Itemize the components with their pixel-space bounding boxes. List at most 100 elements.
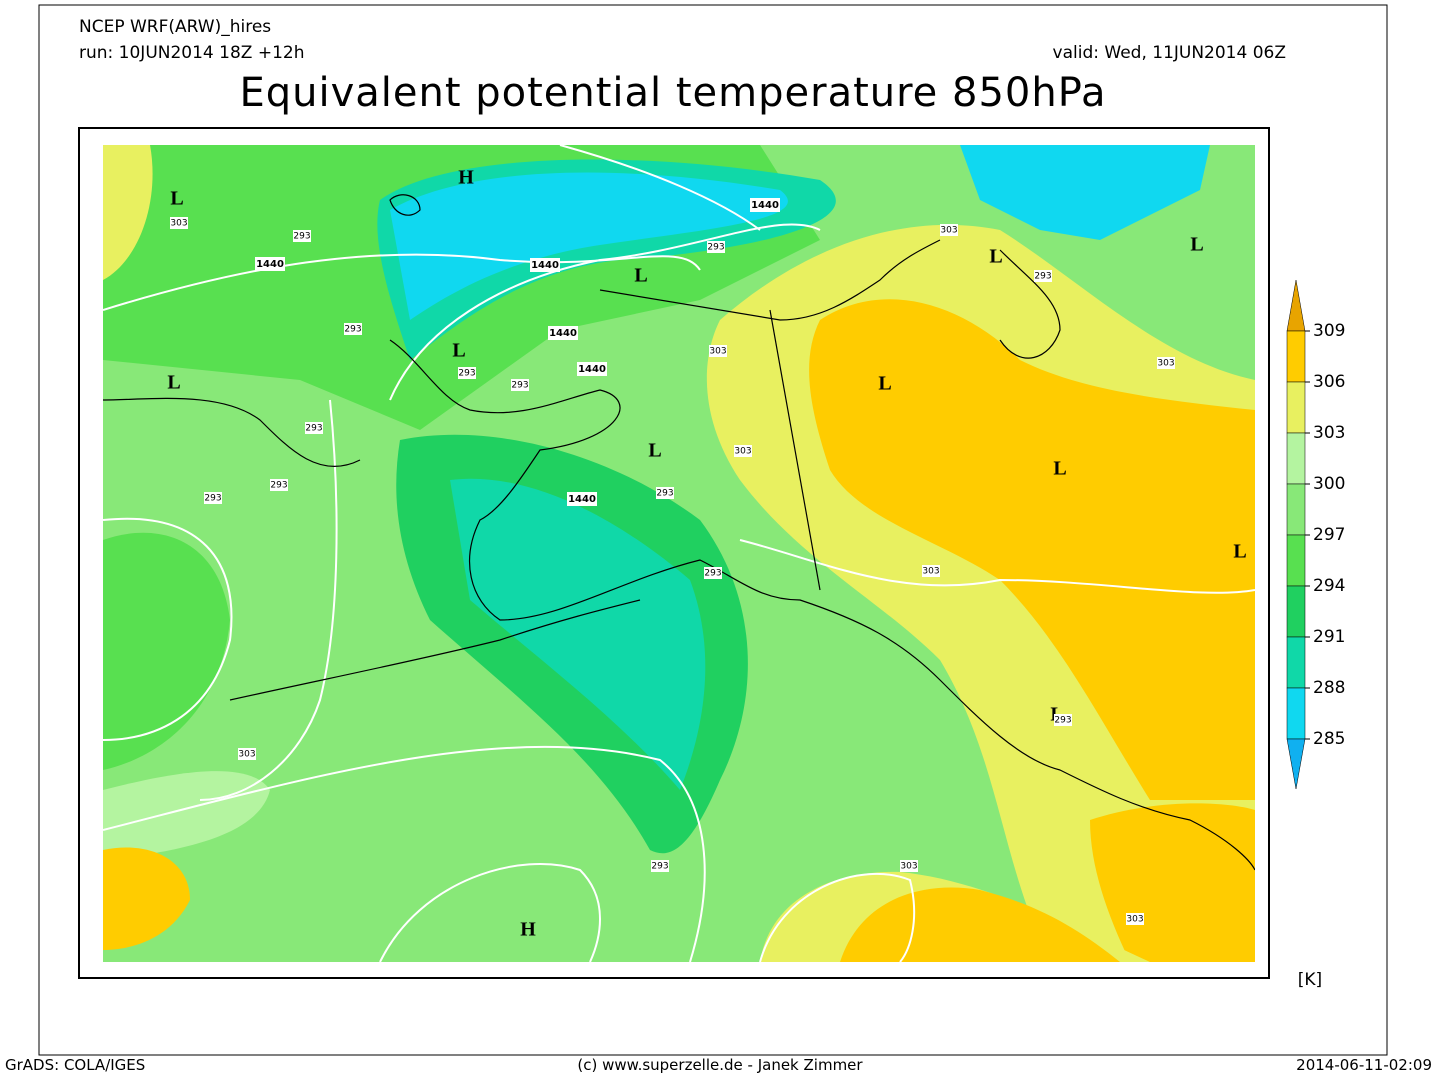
pressure-center: L: [878, 373, 891, 395]
map-labels: LLLLLLLLLLLHH144014401440144014401440293…: [167, 167, 1246, 941]
outer-frame: [38, 4, 1388, 1056]
contour-label-box: [1126, 913, 1144, 925]
contour-label-box: [305, 422, 323, 434]
field-cyan-ne: [960, 145, 1210, 240]
colorbar-label: 285: [1313, 729, 1345, 749]
contour-label: 293: [270, 481, 287, 491]
height-label-box: [750, 198, 780, 212]
field-teal-inner: [450, 478, 706, 790]
height-label: 1440: [751, 200, 779, 211]
contour-label: 293: [305, 424, 322, 434]
pressure-center: L: [452, 340, 465, 362]
contour-label-box: [170, 217, 188, 229]
height-label-box: [255, 257, 285, 271]
contour-label-box: [709, 345, 727, 357]
pressure-center: L: [1233, 541, 1246, 563]
run-time: run: 10JUN2014 18Z +12h: [79, 43, 304, 63]
field-pale-sw: [103, 771, 270, 860]
colorbar-label: 294: [1313, 576, 1345, 596]
colorbar-segment: [1286, 636, 1306, 689]
contour-label: 303: [940, 226, 957, 236]
colorbar-label: 300: [1313, 474, 1345, 494]
pressure-center: H: [520, 919, 536, 941]
contour-label: 293: [1054, 716, 1071, 726]
pressure-center: L: [1053, 458, 1066, 480]
contour-label: 293: [651, 862, 668, 872]
colorbar-label: 288: [1313, 678, 1345, 698]
height-label: 1440: [531, 260, 559, 271]
footer-center: (c) www.superzelle.de - Janek Zimmer: [577, 1056, 863, 1074]
contour-label: 303: [1126, 915, 1143, 925]
colorbar-unit: [K]: [1298, 970, 1322, 990]
coastlines: [103, 194, 1255, 871]
height-contours: [103, 145, 1255, 962]
contour-label-box: [204, 492, 222, 504]
contour-label: 303: [1157, 359, 1174, 369]
height-label-box: [530, 258, 560, 272]
contour-label-box: [238, 748, 256, 760]
height-label-box: [567, 492, 597, 506]
pressure-center: L: [167, 372, 180, 394]
contour-label: 293: [458, 369, 475, 379]
contour-label: 293: [704, 569, 721, 579]
colorbar: 309 306 303 300 297 294 291 288 285: [1286, 279, 1345, 790]
contour-label: 293: [204, 494, 221, 504]
contour-label-box: [900, 860, 918, 872]
field-orange-sw: [103, 847, 190, 950]
contour-label: 293: [293, 232, 310, 242]
height-label: 1440: [549, 328, 577, 339]
contour-label-box: [651, 860, 669, 872]
contour-label: 293: [1034, 272, 1051, 282]
height-label: 1440: [578, 364, 606, 375]
contour-label-box: [344, 323, 362, 335]
colorbar-segment: [1286, 330, 1306, 383]
colorbar-segment: [1286, 483, 1306, 536]
colorbar-segment: [1286, 687, 1306, 740]
contour-label: 303: [238, 750, 255, 760]
contour-label: 303: [900, 862, 917, 872]
contour-label-box: [707, 241, 725, 253]
map-title: Equivalent potential temperature 850hPa: [239, 70, 1106, 116]
contour-label: 293: [344, 325, 361, 335]
field-yellow-nw: [103, 145, 153, 280]
valid-time: valid: Wed, 11JUN2014 06Z: [1053, 43, 1286, 63]
contour-label-box: [922, 565, 940, 577]
contour-label-box: [1157, 357, 1175, 369]
footer-left: GrADS: COLA/IGES: [5, 1056, 145, 1074]
height-label-box: [548, 326, 578, 340]
colorbar-label: 309: [1313, 321, 1345, 341]
pressure-center: L: [989, 246, 1002, 268]
map-frame: [78, 127, 1270, 979]
contour-label: 293: [707, 243, 724, 253]
contour-label: 303: [170, 219, 187, 229]
colorbar-segment: [1286, 585, 1306, 638]
contour-label: 293: [511, 381, 528, 391]
contour-label-box: [511, 379, 529, 391]
contour-label-box: [1054, 714, 1072, 726]
contour-label-box: [270, 479, 288, 491]
colorbar-arrow: [1286, 738, 1306, 790]
colorbar-label: 291: [1313, 627, 1345, 647]
colorbar-label: 306: [1313, 372, 1345, 392]
contour-label-box: [458, 367, 476, 379]
pressure-center: L: [170, 188, 183, 210]
colorbar-segment: [1286, 381, 1306, 434]
field-green-w: [103, 532, 230, 770]
colorbar-segment: [1286, 534, 1306, 587]
contour-label-box: [1034, 270, 1052, 282]
pressure-center: L: [648, 440, 661, 462]
pressure-center: L: [634, 265, 647, 287]
colorbar-label: 297: [1313, 525, 1345, 545]
contour-label-box: [734, 445, 752, 457]
pressure-center: H: [458, 167, 474, 189]
model-name: NCEP WRF(ARW)_hires: [79, 17, 271, 37]
height-label: 1440: [568, 494, 596, 505]
pressure-center: L: [1190, 234, 1203, 256]
contour-label: 303: [709, 347, 726, 357]
contour-label-box: [293, 230, 311, 242]
contour-label: 303: [734, 447, 751, 457]
footer-right: 2014-06-11-02:09: [1296, 1056, 1432, 1074]
contour-label-box: [704, 567, 722, 579]
height-label-box: [577, 362, 607, 376]
